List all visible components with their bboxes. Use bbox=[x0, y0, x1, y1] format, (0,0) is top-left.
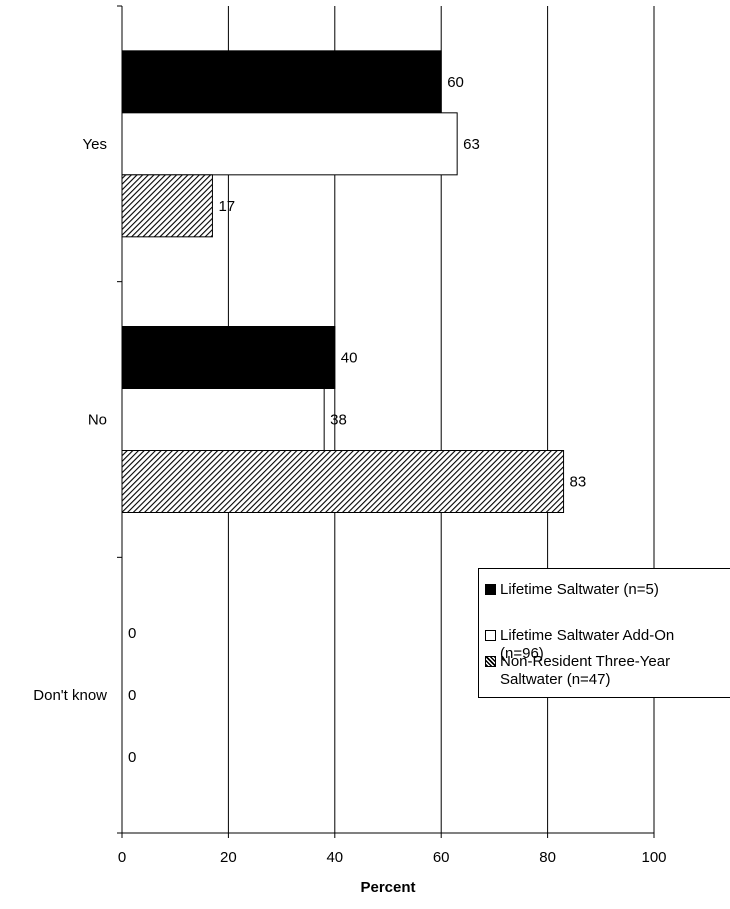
data-label: 40 bbox=[341, 350, 358, 367]
legend-swatch-solid-black bbox=[485, 584, 496, 595]
bar-yes-series-0 bbox=[121, 50, 442, 114]
data-label: 0 bbox=[128, 687, 136, 704]
legend-item-lifetime-saltwater-add-on: Lifetime Saltwater Add-On (n=96) bbox=[485, 627, 674, 663]
data-label: 63 bbox=[463, 136, 480, 153]
bar-no-series-1 bbox=[121, 388, 325, 451]
legend-item-non-resident-three-year: Non-Resident Three-Year Saltwater (n=47) bbox=[485, 653, 670, 689]
legend-swatch-hatched bbox=[485, 656, 496, 667]
x-axis-title: Percent bbox=[360, 879, 415, 896]
legend-swatch-white bbox=[485, 630, 496, 641]
x-tick-label: 20 bbox=[220, 849, 237, 866]
legend-label: Lifetime Saltwater (n=5) bbox=[500, 581, 659, 598]
legend-item-lifetime-saltwater: Lifetime Saltwater (n=5) bbox=[485, 581, 659, 599]
tick-labels: 0 20 40 60 80 100 bbox=[118, 849, 667, 866]
bar-no-series-2 bbox=[121, 450, 565, 513]
data-label: 38 bbox=[330, 412, 347, 429]
x-tick-label: 40 bbox=[326, 849, 343, 866]
data-labels: 60 63 17 40 38 83 0 0 0 bbox=[128, 74, 586, 766]
bar-yes-series-1 bbox=[121, 112, 458, 176]
category-label: Yes bbox=[83, 136, 107, 153]
legend-label: Lifetime Saltwater Add-On (n=96) bbox=[500, 627, 675, 662]
bars bbox=[121, 50, 565, 513]
x-tick-label: 60 bbox=[433, 849, 450, 866]
category-label: No bbox=[88, 412, 107, 429]
category-label: Don't know bbox=[33, 687, 107, 704]
bar-no-series-0 bbox=[121, 326, 336, 389]
data-label: 0 bbox=[128, 625, 136, 642]
x-tick-label: 100 bbox=[641, 849, 666, 866]
x-tick-label: 0 bbox=[118, 849, 126, 866]
data-label: 17 bbox=[218, 198, 235, 215]
data-label: 0 bbox=[128, 749, 136, 766]
legend: Lifetime Saltwater (n=5) Lifetime Saltwa… bbox=[478, 568, 730, 698]
category-labels: Yes No Don't know bbox=[33, 136, 107, 704]
legend-label: Non-Resident Three-Year Saltwater (n=47) bbox=[500, 653, 671, 688]
data-label: 83 bbox=[570, 474, 587, 491]
x-tick-label: 80 bbox=[539, 849, 556, 866]
data-label: 60 bbox=[447, 74, 464, 91]
bar-yes-series-2 bbox=[121, 174, 213, 238]
